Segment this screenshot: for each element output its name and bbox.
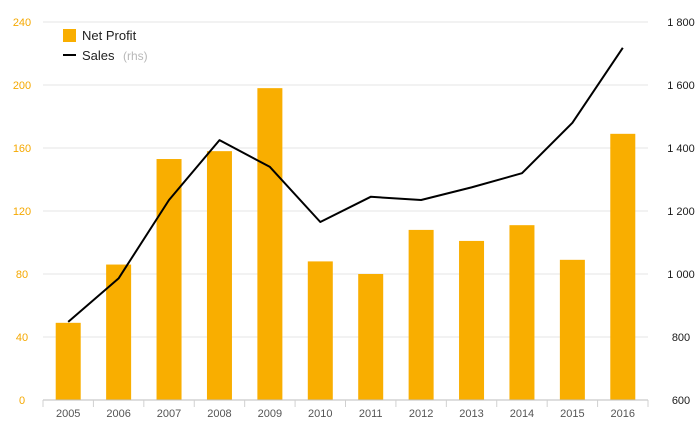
x-tick-label: 2008 <box>207 408 231 420</box>
x-tick-label: 2010 <box>308 408 332 420</box>
legend-label-sales-name: Sales <box>82 48 115 63</box>
bar <box>307 261 333 400</box>
y-left-tick-label: 80 <box>16 269 28 281</box>
bar <box>106 264 132 400</box>
legend-label-net-profit: Net Profit <box>82 28 137 43</box>
y-left-tick-label: 160 <box>13 143 31 155</box>
x-tick-label: 2012 <box>409 408 433 420</box>
y-right-tick-label: 1 000 <box>667 269 695 281</box>
y-left-tick-label: 40 <box>16 332 28 344</box>
bar <box>559 259 585 400</box>
bar <box>206 151 232 400</box>
sales-line <box>67 47 624 323</box>
y-right-tick-label: 800 <box>672 332 690 344</box>
y-left-tick-label: 120 <box>13 206 31 218</box>
x-tick-label: 2007 <box>157 408 181 420</box>
bar-series-net-profit <box>55 88 636 401</box>
bar <box>156 159 182 400</box>
x-tick-label: 2009 <box>258 408 282 420</box>
axes: 0 600 40 800 80 1 000 120 1 200 160 1 400 200 1 600… <box>13 17 695 420</box>
bar <box>55 322 81 400</box>
bar <box>610 133 636 400</box>
y-right-tick-label: 1 800 <box>667 17 695 29</box>
x-tick-label: 2006 <box>106 408 130 420</box>
bar <box>408 229 434 400</box>
y-left-tick-label: 0 <box>19 395 25 407</box>
x-tick-label: 2013 <box>459 408 483 420</box>
bar <box>257 88 283 401</box>
gridlines <box>43 21 648 338</box>
bar <box>459 240 485 400</box>
legend-label-sales: Sales (rhs) <box>82 47 148 64</box>
x-tick-label: 2005 <box>56 408 80 420</box>
y-right-tick-label: 1 600 <box>667 80 695 92</box>
y-right-tick-label: 1 400 <box>667 143 695 155</box>
y-right-tick-label: 600 <box>672 395 690 407</box>
legend-swatch-net-profit <box>63 29 76 42</box>
bar <box>509 225 535 400</box>
legend-label-sales-suffix: (rhs) <box>123 49 148 63</box>
y-left-tick-label: 240 <box>13 17 31 29</box>
x-tick-label: 2016 <box>611 408 635 420</box>
legend: Net Profit Sales (rhs) <box>63 28 148 64</box>
line-series-sales <box>67 47 624 323</box>
y-right-tick-label: 1 200 <box>667 206 695 218</box>
x-tick-label: 2014 <box>510 408 534 420</box>
bar <box>358 274 384 400</box>
x-tick-label: 2011 <box>359 408 383 420</box>
y-left-tick-label: 200 <box>13 80 31 92</box>
x-tick-label: 2015 <box>560 408 584 420</box>
